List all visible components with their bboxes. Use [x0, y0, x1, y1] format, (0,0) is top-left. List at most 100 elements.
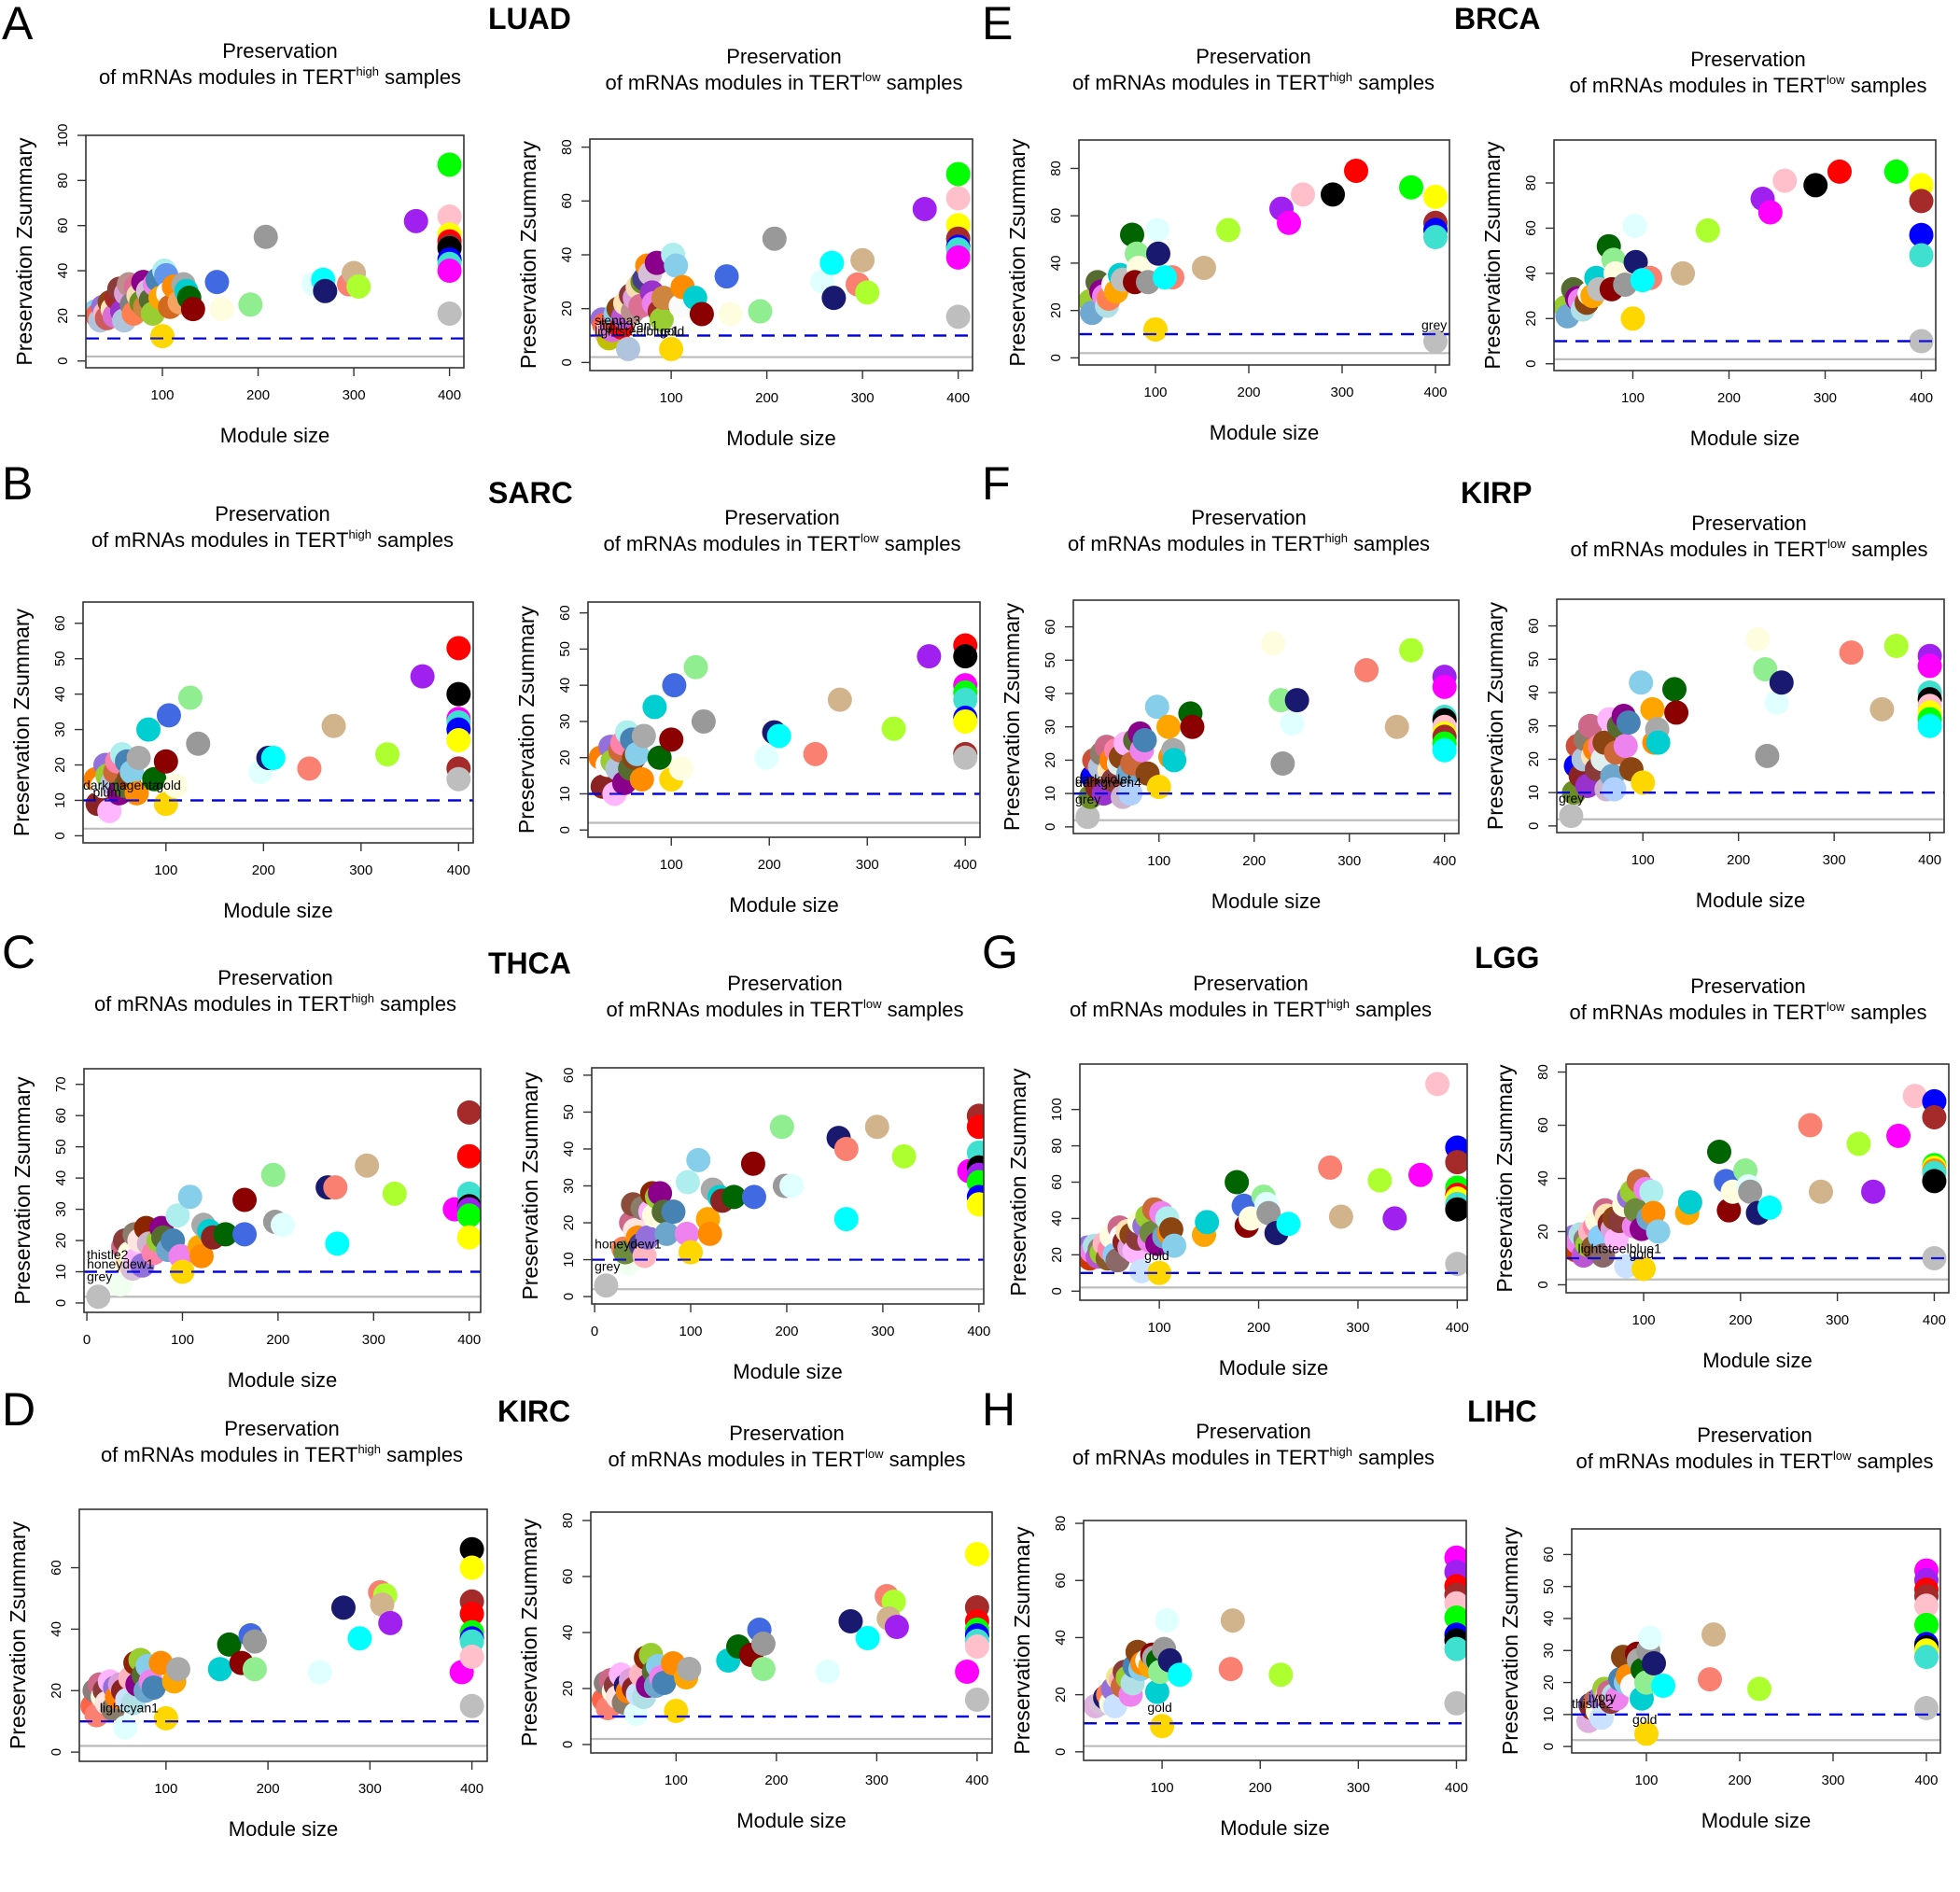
module-label: grey: [1075, 792, 1100, 806]
module-label: gold: [156, 778, 180, 792]
y-tick-label: 10: [1526, 785, 1542, 801]
data-point: [1146, 775, 1171, 799]
plot-title-line1: Preservation: [222, 39, 338, 63]
y-tick-label: 40: [559, 247, 575, 263]
y-tick-label: 20: [52, 757, 68, 773]
x-tick-label: 400: [1433, 853, 1456, 869]
y-tick-label: 0: [1049, 1287, 1065, 1295]
x-axis-label: Module size: [1702, 1349, 1812, 1372]
y-axis-label: Preservation Zsummary: [1492, 1064, 1517, 1293]
data-point: [953, 687, 978, 712]
x-tick-label: 100: [1621, 390, 1645, 406]
data-point: [741, 1184, 766, 1210]
data-point: [1677, 1190, 1702, 1215]
data-point: [446, 636, 471, 661]
panel-letter-a: A: [2, 0, 34, 49]
x-tick-label: 400: [1910, 390, 1933, 406]
data-point: [1280, 711, 1305, 736]
data-point: [459, 1645, 484, 1670]
plot-frame: [83, 1068, 482, 1313]
scatter-plot-b-low: 100 200 300 400 0 10 20 30 40 50 60 Module size Pres…: [514, 506, 981, 917]
data-point: [1132, 728, 1157, 752]
data-point: [1909, 243, 1934, 268]
data-point: [142, 766, 167, 792]
data-point: [1445, 1197, 1467, 1222]
data-point: [891, 1143, 917, 1169]
x-tick-label: 300: [871, 1324, 894, 1339]
data-point: [323, 1175, 348, 1200]
data-point: [313, 278, 338, 303]
y-tick-label: 30: [1526, 718, 1542, 734]
data-point: [1602, 777, 1627, 802]
data-point: [748, 299, 773, 324]
x-tick-label: 300: [851, 390, 875, 406]
y-tick-label: 60: [557, 605, 573, 621]
data-point: [750, 1657, 776, 1681]
data-point: [827, 687, 852, 712]
data-point: [260, 745, 286, 770]
points-group: [80, 1536, 484, 1740]
y-tick-label: 10: [52, 792, 68, 808]
cancer-title-luad: LUAD: [488, 2, 571, 35]
y-tick-label: 0: [52, 832, 68, 839]
data-point: [664, 253, 689, 278]
data-point: [803, 741, 828, 766]
y-tick-label: 50: [53, 1139, 69, 1155]
data-point: [1757, 1195, 1782, 1220]
points-group: [1566, 1084, 1947, 1282]
x-tick-label: 100: [665, 1773, 688, 1788]
data-point: [1769, 670, 1794, 695]
y-tick-label: 100: [55, 123, 71, 147]
data-point: [1192, 255, 1216, 280]
y-axis-label: Preservation Zsummary: [1498, 1526, 1522, 1755]
data-point: [821, 286, 847, 311]
data-point: [648, 1181, 673, 1206]
data-point: [378, 1610, 403, 1635]
data-point: [1634, 1721, 1659, 1746]
points-group: [588, 633, 978, 806]
cancer-title-brca: BRCA: [1454, 2, 1541, 35]
data-point: [1747, 1676, 1771, 1702]
cancer-title-lgg: LGG: [1475, 941, 1540, 974]
data-point: [297, 756, 322, 781]
data-point: [697, 1221, 722, 1246]
plot-title-line2: of mRNAs modules in TERTlow samples: [1570, 537, 1927, 561]
data-point: [833, 1136, 859, 1161]
x-axis-label: Module size: [229, 1817, 338, 1841]
data-point: [153, 749, 178, 774]
x-tick-label: 400: [447, 862, 470, 878]
data-point: [838, 1609, 863, 1633]
x-axis-label: Module size: [1210, 421, 1319, 444]
y-tick-label: 80: [1049, 1138, 1065, 1154]
y-tick-label: 60: [55, 217, 71, 233]
x-tick-label: 200: [764, 1773, 788, 1788]
data-point: [1432, 674, 1457, 699]
data-point: [964, 1542, 989, 1566]
data-point: [953, 745, 978, 770]
scatter-plot-c-low: honeydew1 grey 0 100 200 300 400 0 10 20 30 40 50 60 M…: [518, 972, 990, 1383]
plot-title-line2: of mRNAs modules in TERThigh samples: [99, 64, 461, 89]
data-point: [1695, 217, 1720, 243]
plot-title-line1: Preservation: [1690, 48, 1806, 71]
y-tick-label: 20: [561, 1215, 577, 1231]
x-tick-label: 200: [775, 1324, 798, 1339]
module-label: ivory: [1589, 1689, 1617, 1704]
y-tick-label: 20: [1541, 1675, 1557, 1690]
data-point: [647, 745, 672, 770]
data-point: [1707, 1140, 1731, 1165]
data-point: [1886, 1123, 1911, 1148]
y-tick-label: 80: [560, 1513, 576, 1529]
data-point: [632, 1243, 657, 1268]
data-point: [1590, 1243, 1616, 1268]
x-tick-label: 400: [1914, 1773, 1938, 1788]
plot-title-line1: Preservation: [724, 506, 840, 529]
x-tick-label: 100: [171, 1332, 194, 1348]
x-tick-label: 100: [154, 1781, 177, 1797]
points-group: [1559, 626, 1942, 829]
x-tick-label: 200: [266, 1332, 289, 1348]
data-point: [850, 247, 875, 273]
points-group: [1080, 1072, 1467, 1285]
data-point: [675, 1170, 700, 1195]
